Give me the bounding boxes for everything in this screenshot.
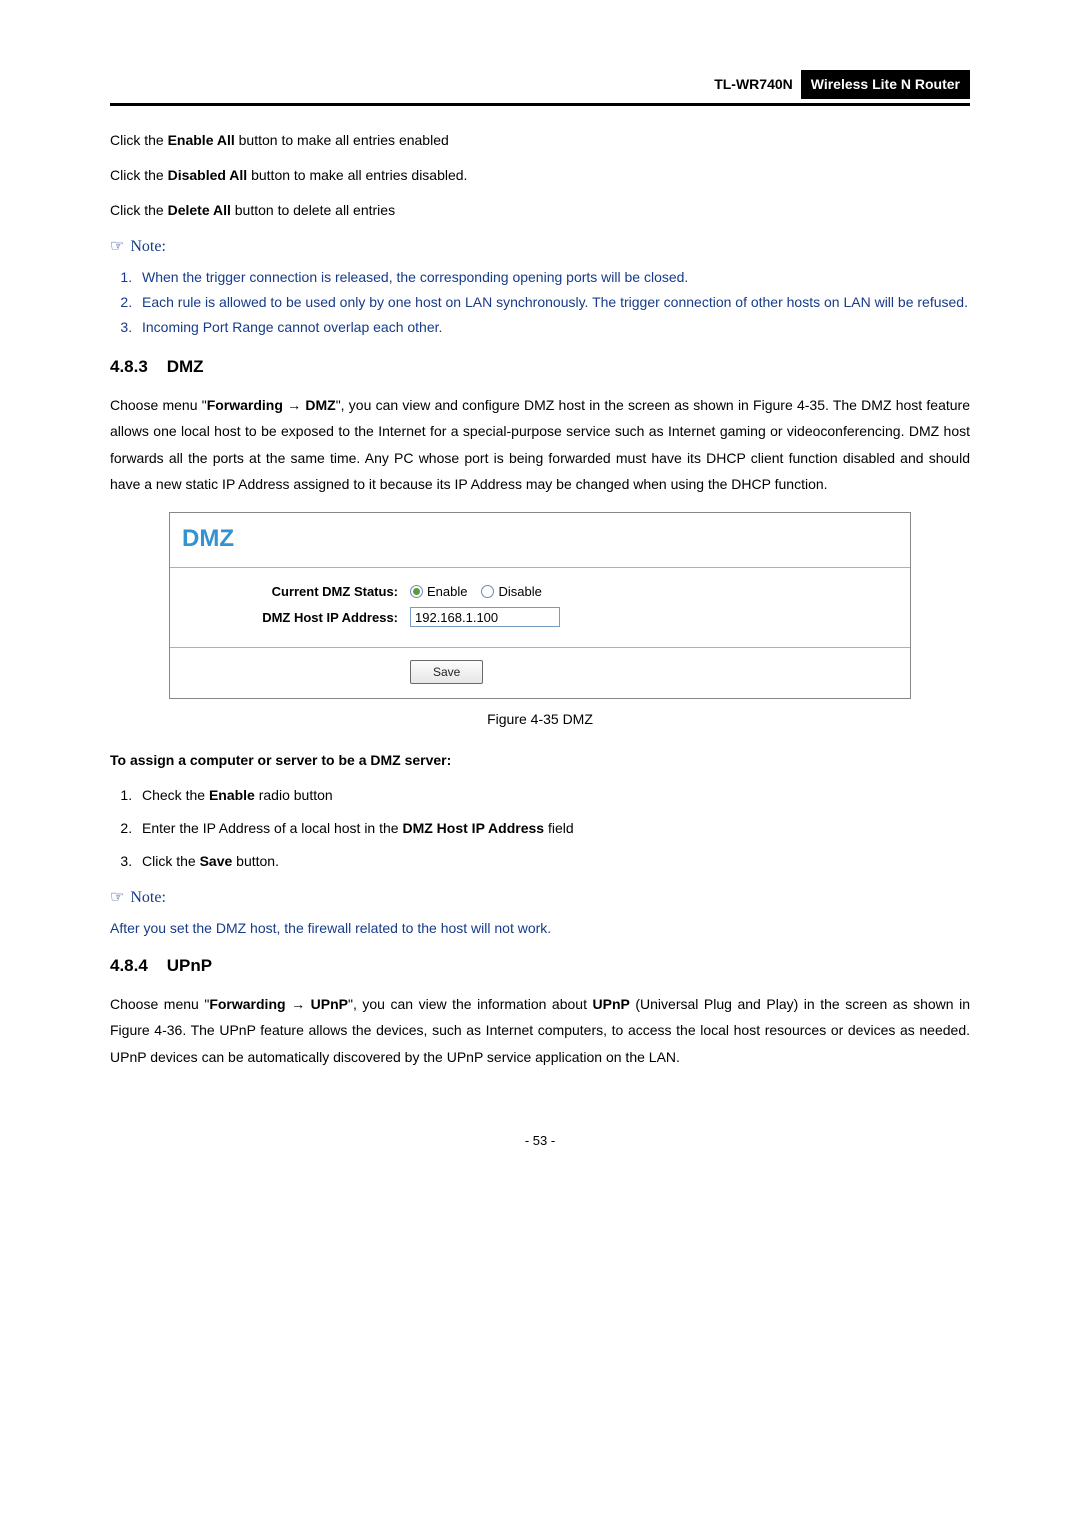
assign-steps: Check the Enable radio button Enter the … xyxy=(110,785,970,872)
hand-icon: ☞ xyxy=(110,886,124,910)
enable-all-text: Click the Enable All button to make all … xyxy=(110,130,970,151)
enable-radio[interactable]: Enable xyxy=(410,582,467,602)
note-item: Each rule is allowed to be used only by … xyxy=(136,292,970,313)
step-item: Click the Save button. xyxy=(136,851,970,872)
note-item: When the trigger connection is released,… xyxy=(136,267,970,288)
disabled-all-text: Click the Disabled All button to make al… xyxy=(110,165,970,186)
section-upnp-heading: 4.8.4 UPnP xyxy=(110,953,970,979)
step-item: Check the Enable radio button xyxy=(136,785,970,806)
header-rule xyxy=(110,103,970,106)
section-dmz-heading: 4.8.3 DMZ xyxy=(110,354,970,380)
dmz-panel-title: DMZ xyxy=(170,513,910,568)
page-header: TL-WR740N Wireless Lite N Router xyxy=(110,70,970,99)
note-item: Incoming Port Range cannot overlap each … xyxy=(136,317,970,338)
radio-icon xyxy=(410,585,423,598)
dmz-screenshot: DMZ Current DMZ Status: Enable Disable D… xyxy=(169,512,911,700)
assign-heading: To assign a computer or server to be a D… xyxy=(110,750,970,771)
dmz-description: Choose menu "Forwarding → DMZ", you can … xyxy=(110,392,970,498)
note-list: When the trigger connection is released,… xyxy=(110,267,970,338)
step-item: Enter the IP Address of a local host in … xyxy=(136,818,970,839)
disable-radio[interactable]: Disable xyxy=(481,582,541,602)
delete-all-text: Click the Delete All button to delete al… xyxy=(110,200,970,221)
hand-icon: ☞ xyxy=(110,235,124,259)
dmz-caption: Figure 4-35 DMZ xyxy=(110,709,970,730)
upnp-description: Choose menu "Forwarding → UPnP", you can… xyxy=(110,991,970,1071)
dmz-ip-input[interactable] xyxy=(410,607,560,627)
page-number: - 53 - xyxy=(110,1131,970,1151)
save-button[interactable]: Save xyxy=(410,660,483,684)
note-heading: ☞Note: xyxy=(110,886,970,910)
model-number: TL-WR740N xyxy=(714,74,793,95)
radio-icon xyxy=(481,585,494,598)
note-dmz-firewall: After you set the DMZ host, the firewall… xyxy=(110,918,970,939)
product-name: Wireless Lite N Router xyxy=(801,70,970,99)
dmz-ip-label: DMZ Host IP Address: xyxy=(170,608,410,628)
note-heading: ☞Note: xyxy=(110,235,970,259)
dmz-status-label: Current DMZ Status: xyxy=(170,582,410,602)
